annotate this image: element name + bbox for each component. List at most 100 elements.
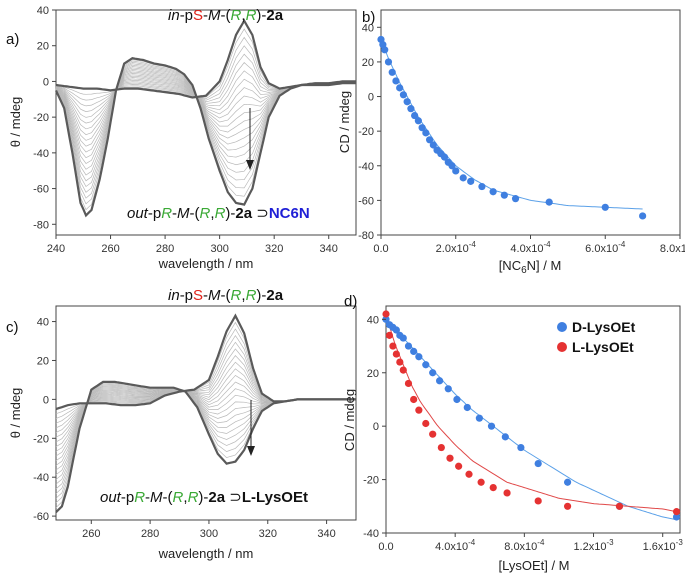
x-tick-label-c: 280 [141, 528, 159, 540]
data-point-b-0 [411, 111, 419, 120]
data-point-d-1 [410, 395, 418, 404]
y-tick-label-b: 0 [368, 92, 374, 104]
x-tick-label-d: 0.0 [378, 541, 393, 553]
panel-a: a) 240 260 280 300 320 340 40200-20-40-60-80 … [6, 5, 357, 271]
label-complex-a: out-pR-M-(R,R)-2a ⊃NC6N [127, 205, 310, 222]
data-point-d-0 [392, 326, 400, 334]
final-spectrum-c [55, 380, 356, 513]
data-point-b-0 [489, 188, 497, 196]
x-tick-label-b: 4.0x10-4 [510, 240, 551, 255]
data-point-d-1 [672, 508, 681, 516]
x-tick-label-a: 320 [265, 243, 283, 255]
data-point-d-0 [436, 377, 444, 385]
data-point-d-1 [489, 484, 497, 492]
data-point-b-0 [388, 68, 396, 76]
y-axis-d: 40 20 0 -20 -40 [363, 314, 386, 540]
data-point-d-1 [455, 462, 463, 470]
intermediate-spectrum-c [55, 386, 356, 490]
arrow-head-a [246, 160, 254, 170]
y-tick-label-c: 40 [37, 317, 49, 329]
data-point-b-0 [425, 136, 434, 144]
x-tick-label-c: 300 [200, 528, 218, 540]
panel-d: d) 0.0 4.0x10-4 8.0x10-4 1.2x10-3 1.6x10-3 4… [342, 293, 683, 573]
y-tick-label-c: -60 [33, 511, 49, 523]
legend-marker-dlys [557, 322, 567, 332]
y-tick-label-a: 0 [43, 76, 49, 88]
data-point-d-1 [396, 358, 404, 366]
data-point-d-0 [399, 334, 407, 342]
y-tick-label-c: 0 [43, 394, 49, 406]
label-complex-c: out-pR-M-(R,R)-2a ⊃L-LysOEt [100, 489, 308, 506]
data-point-d-1 [392, 350, 400, 358]
x-axis-b: 0.0 2.0x10-4 4.0x10-4 6.0x10-4 8.0x10-4 [373, 235, 685, 255]
data-point-d-1 [429, 430, 437, 438]
x-tick-label-d: 4.0x10-4 [435, 538, 476, 553]
panel-label-a: a) [6, 31, 19, 48]
data-point-d-1 [389, 342, 397, 350]
x-tick-label-c: 320 [259, 528, 277, 540]
y-tick-label-b: 20 [362, 57, 374, 69]
plot-frame-a [55, 9, 357, 236]
data-point-d-1 [477, 478, 485, 486]
plot-frame-b [380, 9, 681, 236]
x-tick-label-a: 240 [47, 243, 65, 255]
y-tick-label-a: -80 [33, 219, 49, 231]
data-point-b-0 [381, 46, 389, 54]
data-point-d-0 [415, 353, 423, 361]
fit-line-d-1 [385, 313, 677, 513]
data-point-d-1 [422, 419, 430, 428]
y-tick-label-d: 20 [367, 368, 379, 380]
data-point-d-0 [422, 361, 430, 369]
bold-curves-c [55, 313, 356, 513]
data-point-d-0 [404, 342, 413, 350]
x-tick-label-a: 300 [210, 243, 228, 255]
intermediate-spectrum-c [55, 368, 356, 447]
data-point-d-0 [475, 414, 483, 422]
y-axis-a: 40 20 0 -20 -40 -60 -80 [33, 5, 56, 231]
data-point-d-1 [399, 366, 407, 374]
y-tick-label-b: 40 [362, 22, 374, 34]
y-tick-label-b: -80 [358, 230, 374, 242]
y-tick-label-d: -20 [363, 475, 379, 487]
data-point-b-0 [418, 124, 426, 132]
y-tick-label-a: -40 [33, 148, 49, 160]
panel-label-c: c) [6, 319, 19, 336]
data-point-b-0 [403, 98, 411, 106]
data-point-d-0 [534, 459, 542, 468]
intermediate-spectrum-c [55, 384, 356, 499]
fit-line-b-0 [380, 39, 643, 210]
x-tick-label-b: 2.0x10-4 [436, 240, 477, 255]
curve-family-a [55, 28, 356, 211]
data-points-d [382, 310, 681, 521]
data-point-b-0 [429, 141, 437, 149]
panel-c: c) 260 280 300 320 340 40 20 0 -20 -40 -60 wavele… [6, 287, 357, 561]
y-axis-b: 40 20 0 -20 -40 -60 -80 [358, 22, 381, 242]
intermediate-spectrum-a [55, 28, 356, 98]
y-tick-label-a: -60 [33, 184, 49, 196]
data-point-d-0 [453, 395, 461, 404]
data-point-b-0 [399, 91, 408, 99]
bold-curves-a [54, 18, 356, 218]
x-tick-label-a: 340 [320, 243, 338, 255]
legend-label-llys: L-LysOEt [572, 339, 634, 355]
data-point-d-1 [563, 502, 572, 510]
data-point-d-1 [437, 443, 445, 452]
data-point-b-0 [459, 174, 467, 182]
data-point-d-1 [465, 470, 473, 478]
data-point-d-0 [444, 385, 452, 393]
y-axis-label-c: θ / mdeg [8, 388, 23, 439]
x-tick-label-b: 0.0 [373, 243, 388, 255]
x-axis-a: 240 260 280 300 320 340 [47, 235, 338, 255]
label-initial-a: in-pS-M-(R,R)-2a [168, 7, 284, 24]
y-axis-c: 40 20 0 -20 -40 -60 [33, 317, 56, 523]
data-point-d-1 [534, 497, 542, 505]
data-point-d-1 [385, 331, 394, 339]
data-point-d-0 [487, 422, 496, 430]
data-point-b-0 [511, 195, 520, 203]
data-point-b-0 [392, 77, 400, 85]
data-point-d-0 [463, 403, 471, 412]
panel-label-b: b) [362, 9, 375, 26]
data-point-b-0 [478, 182, 486, 191]
data-point-d-0 [410, 347, 418, 355]
x-tick-label-c: 260 [82, 528, 100, 540]
